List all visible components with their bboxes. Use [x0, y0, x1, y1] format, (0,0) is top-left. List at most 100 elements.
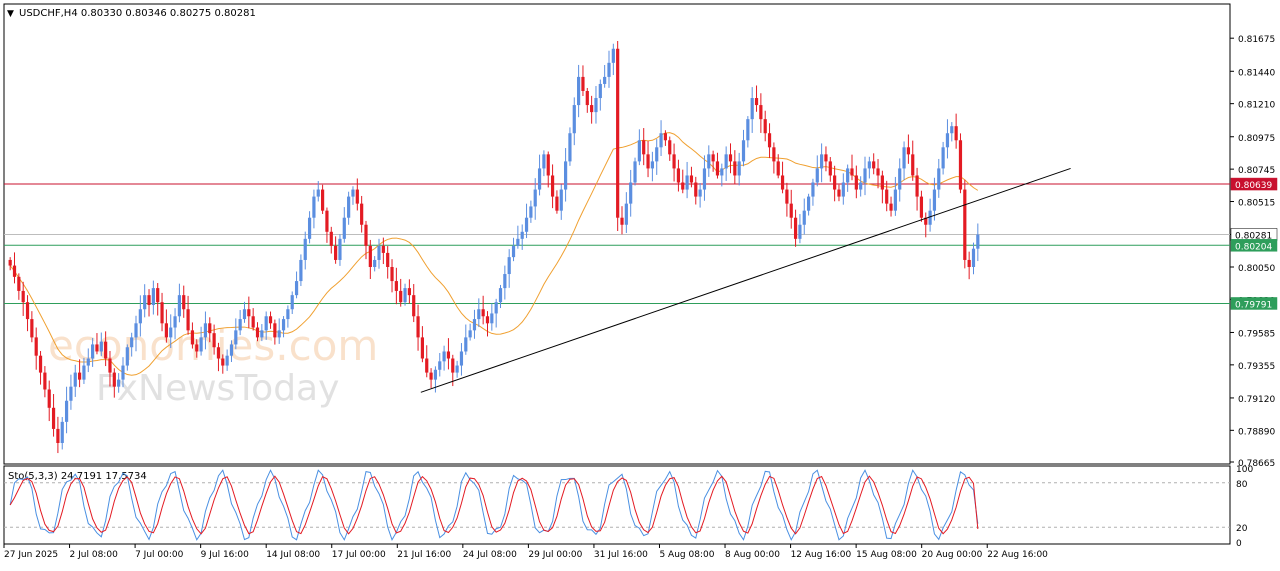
candle-body [268, 316, 273, 324]
candle-body [260, 330, 264, 338]
candle-body [229, 344, 234, 356]
x-tick-label: 17 Jul 00:00 [332, 550, 386, 560]
candle-body [507, 257, 511, 275]
candle-body [976, 234, 980, 249]
time-axis[interactable]: 27 Jun 2025 2 Jul 08:00 7 Jul 00:00 9 Jul 1… [3, 544, 1048, 560]
candle-body [971, 248, 976, 267]
candle-body [91, 344, 95, 359]
candle-body [954, 126, 958, 141]
candle-body [294, 281, 299, 296]
candle-body [841, 182, 845, 197]
candle-body [156, 288, 160, 303]
candle-body [38, 355, 43, 373]
trendline-line [420, 167, 1071, 393]
candle-body [746, 119, 750, 141]
candle-body [932, 189, 937, 211]
candle-body [203, 323, 208, 338]
level-badge-support-1 [1230, 239, 1278, 252]
candle-body [34, 337, 38, 356]
candle-body [616, 48, 620, 218]
candle-body [737, 161, 741, 176]
candle-body [403, 288, 407, 303]
candle-body [490, 313, 494, 324]
y-tick-label: 0.78890 [1238, 427, 1275, 437]
candle-body [559, 189, 563, 211]
stoch-axis: 100 80 20 0 [1236, 465, 1253, 549]
candle-body [112, 372, 116, 387]
candle-body [43, 372, 47, 390]
candle-body [338, 238, 342, 260]
candle-body [69, 386, 73, 401]
candle-body [399, 290, 403, 303]
candle-body [859, 182, 863, 190]
candle-body [516, 238, 520, 246]
candle-body [572, 105, 576, 134]
trendline[interactable] [420, 167, 1071, 393]
candle-body [911, 154, 915, 176]
candle-body [446, 351, 451, 359]
candle-body [216, 347, 221, 359]
candle-body [646, 154, 650, 169]
candle-body [134, 323, 138, 338]
candle-body [455, 365, 459, 373]
x-tick-label: 15 Aug 08:00 [856, 550, 917, 560]
candle-body [264, 316, 268, 331]
candle-body [51, 407, 56, 429]
candle-body [412, 295, 416, 317]
candle-body [221, 358, 225, 366]
ma-line [9, 132, 979, 376]
candle-body [316, 189, 320, 197]
candle-body [893, 189, 897, 211]
candle-body [12, 265, 17, 277]
candle-body [889, 203, 893, 211]
candle-body [546, 154, 550, 176]
candle-body [837, 189, 841, 197]
candle-body [902, 147, 906, 169]
candle-body [464, 337, 468, 352]
candle-body [524, 217, 529, 232]
level-label-support-1: 0.80204 [1235, 242, 1272, 252]
candle-body [733, 161, 737, 176]
candle-body [117, 379, 121, 387]
candle-body [824, 154, 828, 162]
candle-body [364, 224, 368, 246]
candle-body [520, 231, 524, 239]
candle-body [763, 119, 767, 134]
candle-body [56, 428, 60, 443]
stoch-tick-label: 80 [1236, 480, 1248, 490]
candle-body [290, 295, 294, 310]
y-tick-label: 0.79585 [1238, 329, 1275, 339]
candle-body [8, 259, 12, 266]
candle-body [416, 316, 420, 338]
candle-body [485, 316, 490, 324]
candle-body [854, 175, 858, 190]
candle-body [672, 154, 676, 169]
x-tick-label: 21 Jul 16:00 [397, 550, 451, 560]
candle-body [138, 309, 142, 324]
candle-body [707, 154, 711, 169]
level-badge-support-2 [1230, 297, 1278, 310]
candle-body [73, 372, 77, 387]
candle-body [498, 288, 503, 303]
candle-body [872, 161, 876, 169]
candle-body [177, 295, 182, 317]
collapse-arrow-icon[interactable]: ▼ [7, 9, 14, 19]
candle-body [967, 259, 971, 267]
candle-body [811, 182, 815, 197]
y-tick-label: 0.80050 [1238, 264, 1275, 274]
stoch-tick-label: 0 [1236, 539, 1242, 549]
candle-body [190, 330, 195, 345]
candle-body [663, 133, 668, 141]
candle-body [563, 161, 568, 190]
candle-body [347, 196, 351, 218]
candle-body [607, 62, 611, 77]
candle-body [689, 175, 694, 183]
candle-body [798, 224, 802, 239]
candle-body [477, 309, 481, 320]
candle-body [299, 259, 303, 282]
x-tick-label: 7 Jul 00:00 [135, 550, 184, 560]
candle-body [681, 182, 685, 190]
candle-body [759, 105, 763, 120]
x-tick-label: 8 Aug 00:00 [725, 550, 780, 560]
